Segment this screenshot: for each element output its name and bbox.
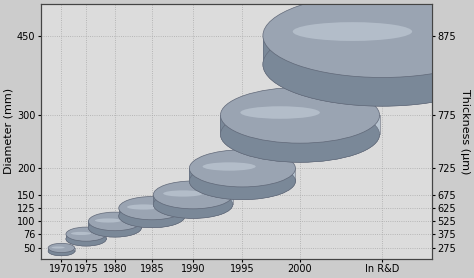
Ellipse shape [220,106,380,162]
Polygon shape [242,168,295,181]
Ellipse shape [88,212,141,231]
Ellipse shape [95,219,121,223]
Ellipse shape [263,23,474,106]
Polygon shape [263,36,382,64]
Ellipse shape [153,181,233,209]
Polygon shape [62,248,75,251]
Y-axis label: Thickness (μm): Thickness (μm) [460,88,470,174]
Polygon shape [119,208,152,216]
Ellipse shape [48,247,75,256]
Polygon shape [152,208,185,216]
Ellipse shape [66,232,106,246]
Polygon shape [153,195,193,204]
Ellipse shape [66,227,106,241]
Ellipse shape [220,106,380,162]
Ellipse shape [71,232,91,235]
Ellipse shape [119,205,185,228]
Ellipse shape [189,163,295,200]
Ellipse shape [293,22,412,41]
Ellipse shape [153,190,233,218]
Polygon shape [189,168,242,181]
Ellipse shape [263,23,474,106]
Ellipse shape [88,219,141,237]
Ellipse shape [220,88,380,143]
Ellipse shape [202,162,255,171]
Polygon shape [66,234,86,239]
Ellipse shape [127,204,160,210]
Ellipse shape [48,247,75,256]
Ellipse shape [48,243,75,253]
Polygon shape [88,221,115,228]
Ellipse shape [52,246,65,249]
Ellipse shape [119,205,185,228]
Ellipse shape [66,232,106,246]
Polygon shape [193,195,233,204]
Polygon shape [115,221,141,228]
Ellipse shape [119,197,185,220]
Ellipse shape [153,190,233,218]
Polygon shape [382,36,474,64]
Ellipse shape [189,150,295,187]
Ellipse shape [163,190,203,197]
Ellipse shape [263,0,474,78]
Ellipse shape [88,219,141,237]
Polygon shape [220,115,300,134]
Ellipse shape [240,106,320,119]
Polygon shape [300,115,380,134]
Polygon shape [48,248,62,251]
Polygon shape [86,234,106,239]
Y-axis label: Diameter (mm): Diameter (mm) [4,88,14,174]
Ellipse shape [189,163,295,200]
